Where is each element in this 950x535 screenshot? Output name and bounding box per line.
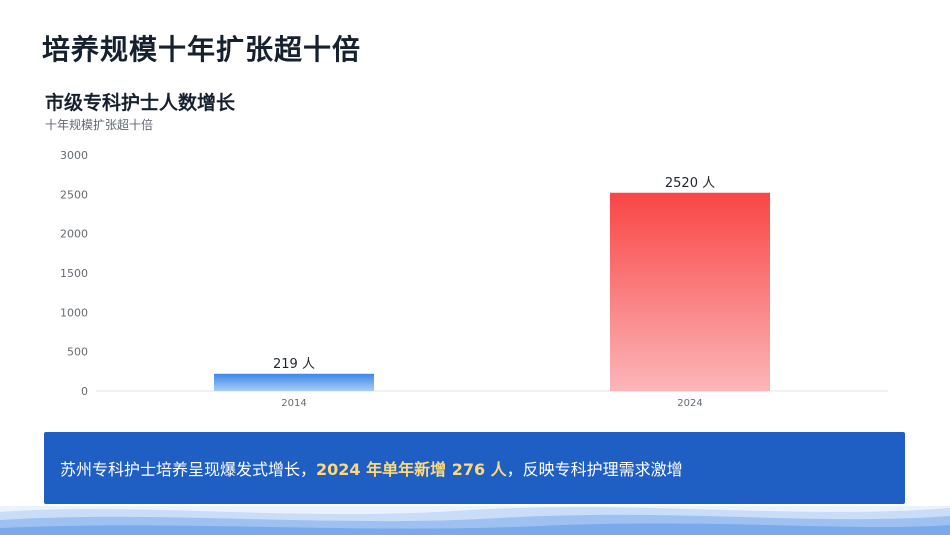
insight-callout: 苏州专科护士培养呈现爆发式增长， 2024 年单年新增 276 人 ，反映专科护…	[44, 432, 905, 504]
bar-2014	[214, 373, 374, 391]
callout-text-before: 苏州专科护士培养呈现爆发式增长，	[60, 460, 317, 479]
data-label-2024: 2520 人	[665, 176, 715, 191]
x-tick-label: 2014	[281, 398, 306, 409]
callout-highlight: 2024 年单年新增 276 人	[316, 460, 507, 479]
y-tick-label: 0	[81, 385, 88, 398]
bar-2024	[610, 192, 770, 391]
callout-text-after: ，反映专科护理需求激增	[506, 460, 683, 479]
y-tick-label: 1000	[60, 306, 88, 319]
y-tick-label: 1500	[60, 267, 88, 280]
slide-title: 培养规模十年扩张超十倍	[42, 33, 362, 66]
chart-subtitle: 十年规模扩张超十倍	[45, 118, 154, 132]
y-tick-label: 3000	[60, 149, 88, 162]
data-label-2014: 219 人	[273, 357, 315, 372]
y-tick-label: 2000	[60, 228, 88, 241]
bar-chart: 0 500 1000 1500 2000 2500 3000 219 人 2520 人 201…	[60, 149, 888, 409]
y-tick-label: 2500	[60, 188, 88, 201]
chart-title: 市级专科护士人数增长	[45, 92, 236, 114]
y-axis: 0 500 1000 1500 2000 2500 3000	[60, 149, 88, 398]
x-axis: 2014 2024	[281, 398, 702, 409]
x-tick-label: 2024	[677, 398, 702, 409]
y-tick-label: 500	[67, 346, 88, 359]
decorative-waves	[0, 506, 950, 535]
